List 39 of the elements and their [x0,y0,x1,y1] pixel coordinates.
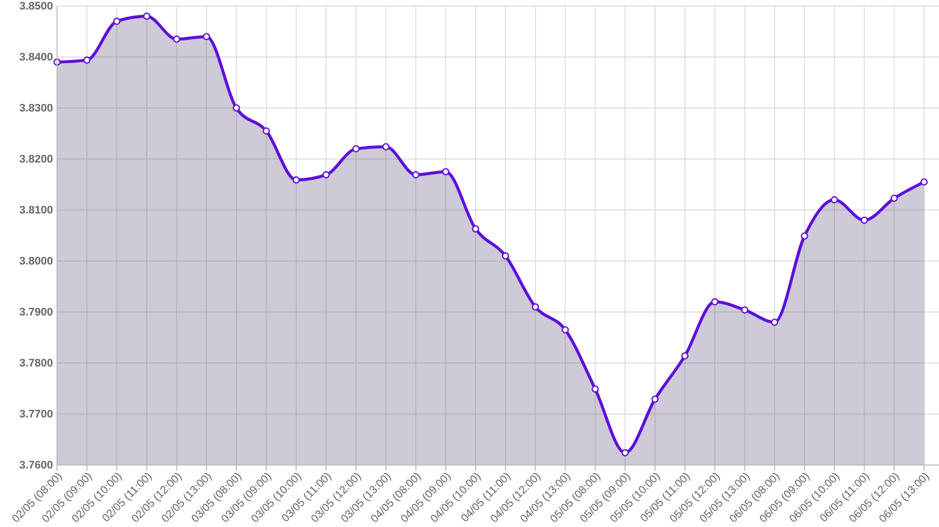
point [352,145,360,152]
point [770,318,778,326]
point [711,298,718,306]
y-tick-label: 3.8400 [19,52,53,64]
y-tick-label: 3.8100 [19,204,53,217]
y-tick-label: 3.8300 [19,102,53,115]
y-tick-label: 3.8000 [19,256,53,268]
point [143,12,150,20]
point [800,232,808,240]
point [621,449,629,456]
point [232,104,240,112]
y-tick-label: 3.8500 [19,0,53,13]
point [830,196,838,204]
point [860,216,868,224]
point [681,352,689,360]
point [382,143,390,150]
point [442,168,450,176]
point [472,225,480,232]
point [292,176,300,184]
y-tick-label: 3.8200 [19,154,53,166]
point [412,171,420,178]
y-tick-label: 3.7700 [19,408,53,421]
point [83,56,91,64]
point [890,194,898,202]
point [262,127,270,135]
point [532,303,540,311]
point [502,252,510,260]
point [172,36,180,43]
point [651,396,659,403]
point [741,306,748,314]
y-tick-label: 3.7600 [19,460,53,472]
point [920,178,928,186]
point [322,171,330,178]
point [592,385,599,393]
point [113,18,120,25]
y-tick-label: 3.7900 [19,306,53,319]
point [562,326,569,334]
y-tick-label: 3.7800 [19,358,53,370]
point [202,32,210,40]
